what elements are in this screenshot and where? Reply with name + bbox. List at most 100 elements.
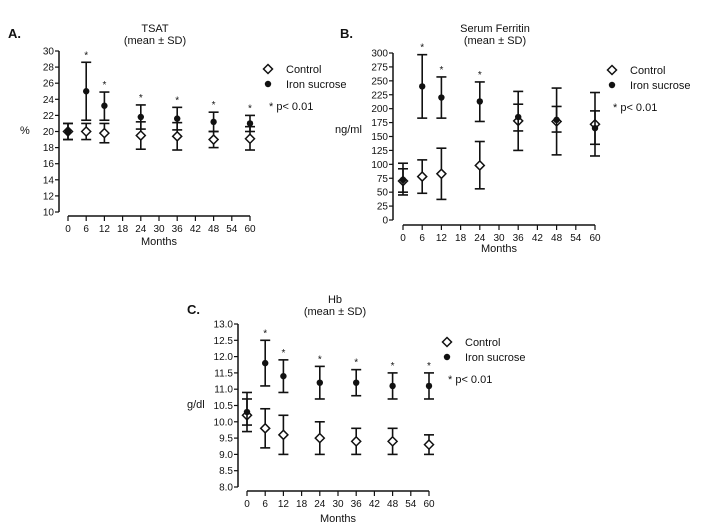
y-tick-label: 125 — [371, 146, 388, 157]
data-point — [316, 379, 323, 386]
legend-marker — [443, 353, 451, 361]
y-tick-label: 0 — [382, 216, 388, 227]
y-tick-label: 30 — [43, 47, 55, 58]
x-tick-label: 54 — [570, 233, 582, 244]
data-point — [98, 127, 110, 139]
chart-title: TSAT — [141, 23, 169, 35]
data-point — [350, 435, 362, 447]
data-point — [64, 128, 72, 135]
y-tick-label: 22 — [43, 111, 55, 122]
y-tick-label: 8.5 — [219, 466, 233, 477]
significance-star: * — [212, 100, 216, 111]
data-point — [174, 115, 181, 122]
significance-star: * — [84, 50, 88, 61]
y-tick-label: 12 — [43, 191, 55, 202]
data-point — [80, 125, 92, 138]
data-point — [83, 88, 90, 95]
chart-subtitle: (mean ± SD) — [304, 306, 366, 318]
y-tick-label: 9.0 — [219, 450, 233, 461]
y-tick-label: 200 — [371, 104, 388, 115]
y-tick-label: 11.0 — [214, 385, 233, 396]
x-tick-label: 12 — [436, 233, 448, 244]
x-tick-label: 24 — [474, 233, 486, 244]
x-tick-label: 6 — [262, 499, 268, 510]
x-tick-label: 12 — [99, 224, 111, 235]
data-point — [101, 102, 108, 109]
data-point — [135, 129, 147, 142]
x-tick-label: 30 — [332, 499, 344, 510]
data-point — [171, 130, 183, 142]
data-point — [387, 435, 399, 447]
x-tick-label: 48 — [387, 499, 399, 510]
legend-entry: Iron sucrose — [630, 80, 691, 92]
series-iron-sucrose — [242, 339, 434, 426]
legend-entry: Control — [286, 64, 321, 76]
data-point — [262, 359, 269, 367]
x-tick-label: 18 — [296, 499, 308, 510]
legend-entry: Control — [465, 337, 500, 349]
legend-entry: Iron sucrose — [465, 352, 526, 364]
x-tick-label: 54 — [226, 224, 238, 235]
data-point — [389, 382, 396, 390]
legend-marker — [606, 64, 618, 76]
y-tick-label: 250 — [371, 76, 388, 87]
x-tick-label: 60 — [423, 499, 435, 510]
x-tick-label: 24 — [314, 499, 326, 510]
significance-star: * — [281, 348, 285, 359]
legend-marker — [264, 80, 272, 88]
significance-star: * — [478, 70, 482, 81]
data-point — [476, 98, 483, 105]
legend-note: * p< 0.01 — [269, 101, 313, 113]
y-tick-label: 300 — [371, 49, 388, 60]
series-control — [397, 87, 601, 201]
significance-star: * — [354, 358, 358, 369]
data-point — [425, 382, 433, 390]
y-tick-label: 24 — [43, 95, 55, 106]
significance-star: * — [248, 103, 252, 114]
x-axis-label: Months — [141, 236, 178, 248]
y-tick-label: 10.5 — [214, 401, 234, 412]
data-point — [515, 113, 522, 121]
data-point — [246, 120, 254, 127]
panel-label: A. — [8, 26, 21, 41]
chart-panel-c: C. Hb(mean ± SD) g/dl Months 8.0 8.5 9.0 9.5 10.… — [187, 294, 526, 525]
x-tick-label: 36 — [172, 224, 184, 235]
legend-entry: Iron sucrose — [286, 79, 347, 91]
y-tick-label: 11.5 — [214, 368, 233, 379]
legend-marker — [441, 336, 453, 348]
panel-label: B. — [340, 26, 353, 41]
y-tick-label: 25 — [377, 202, 389, 213]
data-point — [244, 133, 256, 145]
data-point — [208, 133, 220, 146]
significance-star: * — [439, 65, 443, 76]
legend-note: * p< 0.01 — [448, 374, 492, 386]
y-axis-label: ng/ml — [335, 124, 362, 136]
data-point — [137, 113, 144, 121]
y-tick-label: 14 — [43, 175, 55, 186]
data-point — [553, 116, 560, 124]
data-point — [277, 429, 289, 441]
x-tick-label: 0 — [65, 224, 71, 235]
y-tick-label: 18 — [43, 143, 55, 154]
x-tick-label: 12 — [278, 499, 290, 510]
x-tick-label: 36 — [351, 499, 363, 510]
data-point — [435, 168, 447, 180]
chart-title: Hb — [328, 294, 342, 306]
data-point — [259, 422, 271, 434]
y-tick-label: 150 — [371, 132, 388, 143]
y-tick-label: 8.0 — [219, 483, 233, 494]
legend-marker — [262, 63, 274, 75]
x-tick-label: 42 — [532, 233, 544, 244]
significance-star: * — [102, 80, 106, 91]
y-tick-label: 100 — [371, 160, 388, 171]
y-tick-label: 20 — [43, 127, 55, 138]
data-point — [438, 94, 445, 101]
x-tick-label: 36 — [513, 233, 525, 244]
y-tick-label: 75 — [377, 174, 389, 185]
x-tick-label: 0 — [400, 233, 406, 244]
y-tick-label: 10 — [43, 208, 55, 219]
x-tick-label: 42 — [190, 224, 202, 235]
y-tick-label: 28 — [43, 63, 55, 74]
series-iron-sucrose — [398, 53, 600, 196]
y-axis-label: g/dl — [187, 399, 205, 411]
